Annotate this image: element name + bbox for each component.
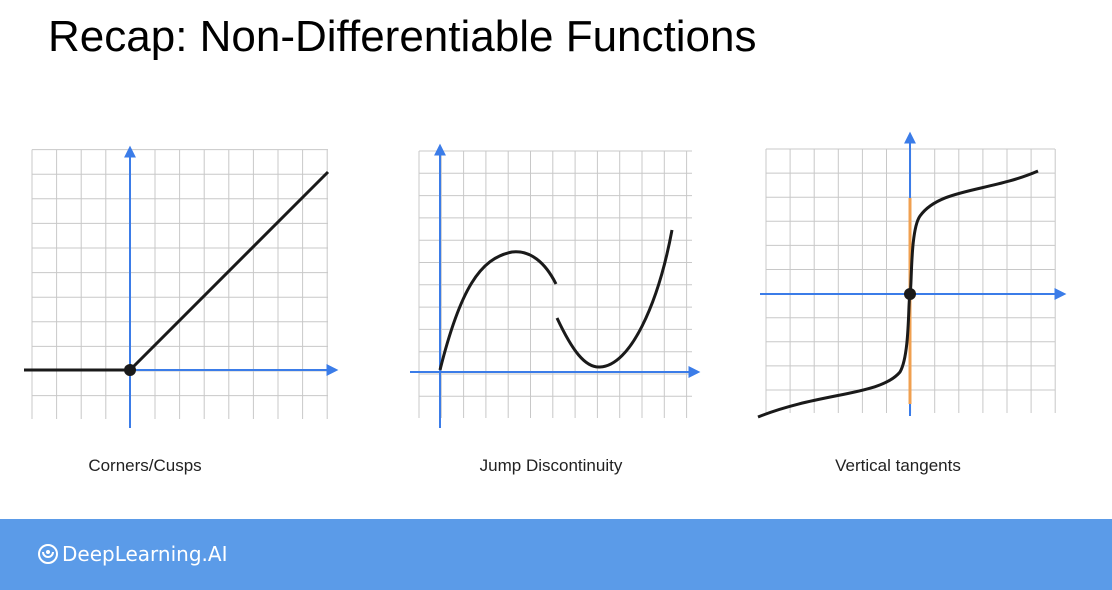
- vertical-tangent-point: [904, 288, 916, 300]
- caption-corners-cusps: Corners/Cusps: [88, 456, 202, 475]
- caption-jump-discontinuity: Jump Discontinuity: [479, 456, 623, 475]
- brand[interactable]: DeepLearning.AI: [38, 542, 227, 566]
- grid: [31, 149, 328, 419]
- panel-vertical-tangents: [757, 131, 1067, 419]
- deeplearning-logo-icon: [38, 544, 58, 564]
- panel-corners-cusps: [24, 145, 339, 428]
- slide-title: Recap: Non-Differentiable Functions: [48, 12, 757, 61]
- grid: [418, 150, 692, 418]
- panel-jump-discontinuity: [410, 143, 701, 428]
- brand-name: DeepLearning.AI: [62, 542, 228, 566]
- diagrams-canvas: [24, 131, 1067, 428]
- caption-vertical-tangents: Vertical tangents: [835, 456, 961, 475]
- relu-curve: [24, 170, 330, 372]
- corner-point: [124, 364, 136, 376]
- curve-left-piece: [438, 250, 558, 371]
- curve-right-piece: [555, 229, 674, 369]
- footer-bar: DeepLearning.AI: [0, 519, 1112, 590]
